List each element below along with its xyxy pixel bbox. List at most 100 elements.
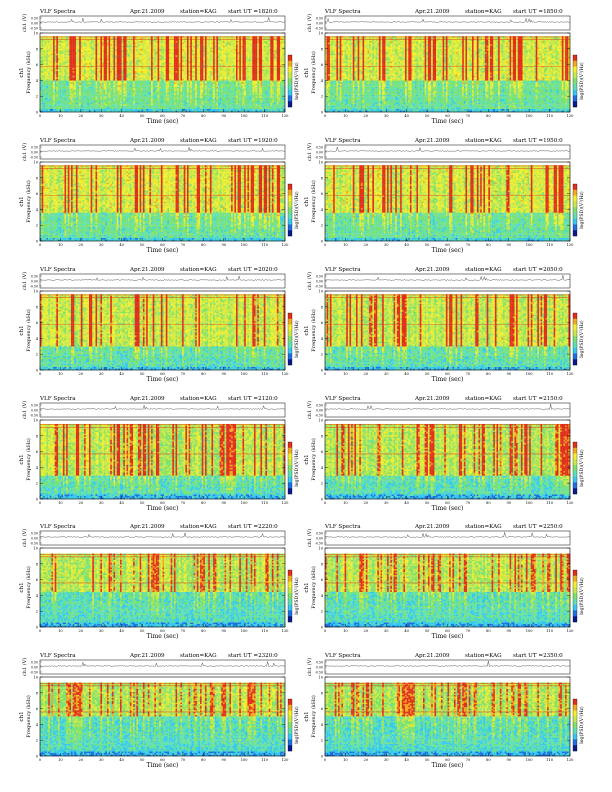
- spectrogram-cell: [42, 88, 44, 90]
- spectrogram-cell: [53, 84, 55, 86]
- spectrogram-cell: [50, 96, 52, 98]
- spectrogram-cell: [48, 82, 50, 84]
- spectrogram-cell: [51, 82, 53, 84]
- spectrogram-cell: [58, 104, 60, 106]
- spectrogram-cell: [51, 44, 53, 46]
- spectrogram-cell: [47, 109, 49, 111]
- spectrogram-cell: [47, 63, 49, 65]
- spectrogram-cell: [51, 54, 53, 56]
- spectrogram-cell: [47, 90, 49, 92]
- spectrogram-cell: [51, 98, 53, 100]
- spectrogram-cell: [45, 65, 47, 67]
- spectrogram-cell: [43, 69, 45, 71]
- spectrogram-cell: [53, 58, 55, 60]
- spectrogram-cell: [50, 87, 52, 89]
- spectrogram-cell: [56, 47, 58, 49]
- spectrogram-cell: [50, 69, 52, 71]
- spectrogram-cell: [51, 38, 53, 40]
- spectrogram-cell: [51, 52, 53, 54]
- spectrogram-cell: [45, 61, 47, 63]
- spectrogram-cell: [48, 80, 50, 82]
- spectrogram-cell: [56, 65, 58, 67]
- spectrogram-cell: [58, 107, 60, 109]
- spectrogram-cell: [56, 82, 58, 84]
- spectrogram-cell: [42, 57, 44, 59]
- spectrogram-cell: [47, 50, 49, 52]
- spectrogram-cell: [45, 101, 47, 103]
- spectrogram-cell: [43, 42, 45, 44]
- spectrogram-cell: [42, 60, 44, 62]
- spectrogram-cell: [55, 63, 57, 65]
- spectrogram-cell: [56, 44, 58, 46]
- spectrogram-cell: [53, 82, 55, 84]
- spectrogram-cell: [47, 98, 49, 100]
- spectrogram-cell: [55, 50, 57, 52]
- spectrogram-cell: [51, 79, 53, 81]
- spectrogram-cell: [50, 46, 52, 48]
- spectrogram-cell: [56, 55, 58, 57]
- spectrogram-cell: [47, 58, 49, 60]
- spectrogram-cell: [45, 41, 47, 43]
- spectrogram-cell: [45, 91, 47, 93]
- spectrogram-cell: [45, 73, 47, 75]
- spectrogram-cell: [53, 71, 55, 73]
- spectrogram-cell: [53, 38, 55, 40]
- spectrogram-cell: [42, 74, 44, 76]
- spectrogram-cell: [45, 63, 47, 65]
- spectrogram-cell: [48, 84, 50, 86]
- spectrogram-cell: [42, 41, 44, 43]
- spectrogram-cell: [43, 60, 45, 62]
- spectrogram-cell: [47, 77, 49, 79]
- spectrogram-cell: [53, 49, 55, 51]
- spectrogram-cell: [53, 79, 55, 81]
- spectra-sheet: VLF Spectra Apr.21.2009 station=KAG start U…: [0, 0, 612, 792]
- spectrogram-cell: [56, 96, 58, 98]
- spectrogram-cell: [47, 69, 49, 71]
- spectrogram-cell: [48, 50, 50, 52]
- spectrogram-cell: [47, 74, 49, 76]
- spectrogram-cell: [45, 57, 47, 59]
- spectrogram-cell: [47, 52, 49, 54]
- spectrogram-cell: [42, 80, 44, 82]
- spectrogram-cell: [53, 61, 55, 63]
- spectrogram-cell: [42, 73, 44, 75]
- spectrogram-cell: [50, 80, 52, 82]
- spectrogram-cell: [48, 63, 50, 65]
- spectrogram-cell: [51, 65, 53, 67]
- spectrogram-cell: [47, 65, 49, 67]
- spectrogram-cell: [50, 42, 52, 44]
- spectrogram-cell: [50, 88, 52, 90]
- spectrogram-cell: [50, 91, 52, 93]
- spectrogram-cell: [43, 104, 45, 106]
- spectrogram-cell: [45, 50, 47, 52]
- spectrogram-cell: [55, 38, 57, 40]
- spectrogram-cell: [45, 60, 47, 62]
- spectrogram-cell: [45, 98, 47, 100]
- spectrogram-cell: [50, 73, 52, 75]
- spectrogram-cell: [51, 68, 53, 70]
- spectrogram-cell: [45, 90, 47, 92]
- spectrogram-cell: [50, 106, 52, 108]
- spectrogram-cell: [48, 77, 50, 79]
- spectrogram-cell: [55, 46, 57, 48]
- spectrogram-cell: [43, 74, 45, 76]
- spectrogram-cell: [51, 107, 53, 109]
- spectrogram-cell: [55, 87, 57, 89]
- spectrogram-cell: [43, 88, 45, 90]
- spectrogram-cell: [53, 55, 55, 57]
- spectrogram-cell: [55, 77, 57, 79]
- spectrogram-panel: VLF Spectra Apr.21.2009 station=KAG start U…: [19, 9, 300, 125]
- spectrogram-cell: [45, 76, 47, 78]
- spectrogram-cell: [48, 90, 50, 92]
- spectrogram-cell: [56, 104, 58, 106]
- spectrogram-cell: [43, 63, 45, 65]
- spectrogram-cell: [55, 84, 57, 86]
- spectrogram-cell: [48, 74, 50, 76]
- spectrogram-cell: [55, 69, 57, 71]
- spectrogram-cell: [48, 99, 50, 101]
- spectrogram-cell: [56, 61, 58, 63]
- spectrogram-cell: [45, 54, 47, 56]
- panel-start-time: start UT =1820:0: [228, 9, 278, 15]
- spectrogram-cell: [48, 73, 50, 75]
- spectrogram-cell: [43, 106, 45, 108]
